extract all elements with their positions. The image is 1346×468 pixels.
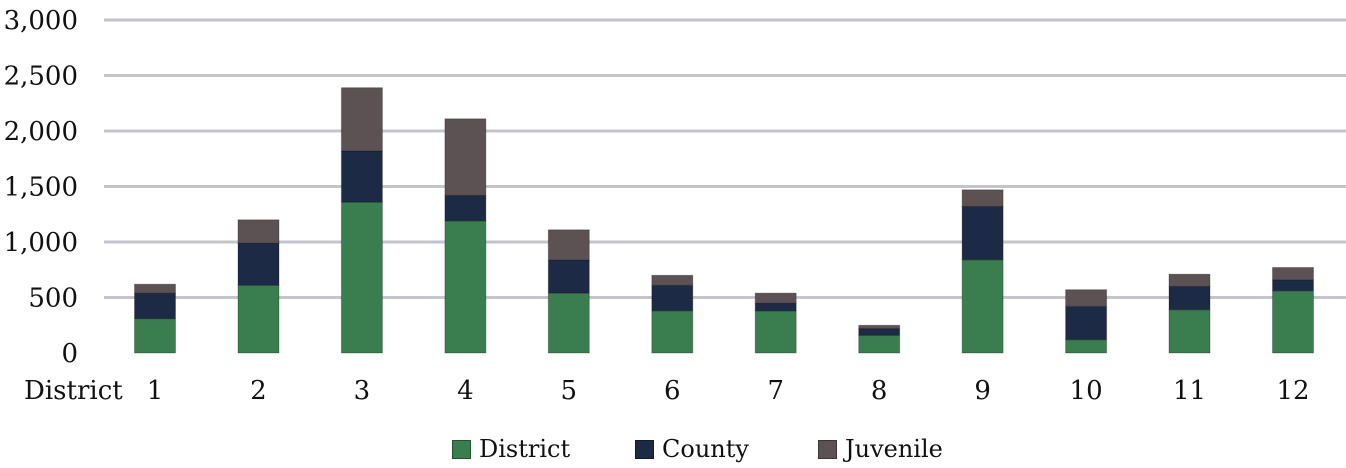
y-tick-label: 500 <box>28 284 78 314</box>
bar-segment-juvenile-9 <box>961 189 1004 207</box>
bar-segment-county-5 <box>547 259 590 294</box>
legend-item-county: County <box>635 432 749 466</box>
bar-segment-juvenile-11 <box>1168 273 1211 287</box>
x-axis-prefix-label: District <box>24 376 123 406</box>
x-tick-label: 11 <box>1173 376 1206 406</box>
legend: District County Juvenile <box>0 432 1346 466</box>
bar-segment-county-8 <box>858 328 901 336</box>
x-tick-label: 7 <box>767 376 784 406</box>
bar-segment-juvenile-1 <box>134 283 176 294</box>
x-tick-label: 6 <box>664 376 681 406</box>
y-tick-label: 1,000 <box>4 228 78 258</box>
legend-label-district: District <box>479 435 571 463</box>
bar-segment-juvenile-2 <box>237 219 280 244</box>
x-tick-label: 9 <box>974 376 991 406</box>
bar-segment-juvenile-8 <box>858 324 901 330</box>
y-tick-label: 1,500 <box>4 173 78 203</box>
bar-segment-county-3 <box>340 150 383 203</box>
x-tick-label: 4 <box>457 376 474 406</box>
bar-segment-county-6 <box>651 284 694 312</box>
bar-segment-district-6 <box>651 310 694 354</box>
legend-label-juvenile: Juvenile <box>845 435 943 463</box>
legend-swatch-district <box>452 439 471 459</box>
y-tick-label: 2,500 <box>4 62 78 92</box>
bar-segment-juvenile-12 <box>1272 267 1314 281</box>
bar-segment-district-8 <box>858 334 901 354</box>
x-tick-label: 10 <box>1070 376 1103 406</box>
bar-segment-district-11 <box>1168 309 1211 354</box>
bar-segment-juvenile-7 <box>754 292 797 304</box>
bar-segment-juvenile-5 <box>547 229 590 261</box>
x-tick-label: 3 <box>354 376 371 406</box>
bar-segment-district-12 <box>1272 290 1314 354</box>
legend-swatch-county <box>635 439 654 459</box>
bar-segment-juvenile-4 <box>444 118 487 196</box>
bar-segment-district-1 <box>134 318 176 354</box>
x-tick-label: 5 <box>561 376 578 406</box>
y-tick-label: 0 <box>61 339 78 369</box>
bar-segment-county-2 <box>237 242 280 286</box>
bar-segment-district-10 <box>1065 339 1108 354</box>
bar-segment-district-7 <box>754 310 797 354</box>
legend-label-county: County <box>662 435 749 463</box>
bar-segment-county-12 <box>1272 279 1314 292</box>
bar-segment-county-11 <box>1168 285 1211 311</box>
x-tick-label: 2 <box>250 376 267 406</box>
legend-item-district: District <box>452 432 570 466</box>
bar-segment-juvenile-10 <box>1065 289 1108 307</box>
bar-segment-district-2 <box>237 284 280 354</box>
y-tick-label: 3,000 <box>4 6 78 36</box>
y-tick-label: 2,000 <box>4 117 78 147</box>
x-tick-label: 1 <box>147 376 164 406</box>
bar-segment-county-7 <box>754 302 797 312</box>
bar-segment-county-4 <box>444 194 487 222</box>
x-tick-label: 12 <box>1276 376 1309 406</box>
bar-segment-juvenile-6 <box>651 274 694 286</box>
bar-segment-juvenile-3 <box>340 87 383 152</box>
bar-segment-district-5 <box>547 292 590 354</box>
bar-segment-county-9 <box>961 206 1004 261</box>
bar-segment-district-9 <box>961 259 1004 354</box>
legend-item-juvenile: Juvenile <box>818 432 943 466</box>
legend-swatch-juvenile <box>818 439 837 459</box>
bar-segment-county-1 <box>134 292 176 320</box>
bar-segment-county-10 <box>1065 305 1108 341</box>
bar-segment-district-4 <box>444 220 487 354</box>
bar-segment-district-3 <box>340 201 383 354</box>
x-tick-label: 8 <box>871 376 888 406</box>
